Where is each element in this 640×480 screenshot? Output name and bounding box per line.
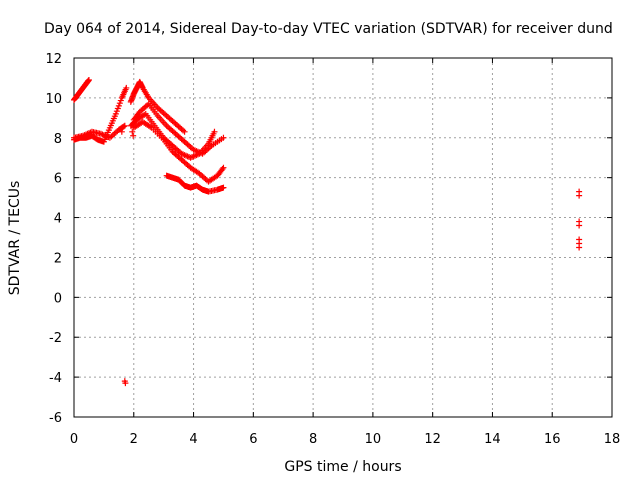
x-tick-label: 16 [544, 432, 561, 447]
data-point [116, 100, 123, 107]
x-tick-label: 8 [309, 432, 317, 447]
y-tick-label: 4 [54, 212, 62, 227]
data-point [119, 124, 126, 131]
data-point [117, 97, 124, 104]
data-point [120, 123, 127, 130]
data-point [129, 128, 136, 135]
data-point [211, 128, 218, 135]
series-track-g [130, 118, 227, 185]
data-point [114, 105, 121, 112]
data-point [220, 164, 227, 171]
chart-title: Day 064 of 2014, Sidereal Day-to-day VTE… [44, 21, 613, 37]
data-point [576, 244, 583, 251]
series-isolated [118, 124, 583, 387]
data-point [130, 132, 137, 139]
data-point [576, 192, 583, 199]
y-tick-label: 6 [54, 172, 62, 187]
y-tick-label: -2 [49, 331, 62, 346]
x-tick-label: 0 [70, 432, 78, 447]
x-tick-label: 10 [365, 432, 382, 447]
data-point [220, 184, 227, 191]
data-point [113, 108, 120, 115]
series-track-a [71, 76, 92, 103]
y-tick-label: 10 [45, 92, 62, 107]
y-tick-label: 12 [45, 52, 62, 67]
x-tick-label: 14 [484, 432, 501, 447]
data-point [122, 380, 129, 387]
plot-frame [73, 57, 613, 418]
y-tick-label: -6 [49, 411, 62, 426]
y-tick-label: 0 [54, 291, 62, 306]
data-point [115, 102, 122, 109]
data-markers [71, 76, 583, 387]
series-track-h [163, 172, 227, 195]
series-track-d [127, 78, 188, 135]
x-tick-label: 12 [424, 432, 441, 447]
x-axis-label: GPS time / hours [284, 459, 401, 475]
data-point [220, 134, 227, 141]
tick-labels: 0 2 4 6 8 10 12 14 16 18 -6 -4 -2 0 2 4 6 8 10 12 [45, 52, 620, 447]
x-tick-label: 6 [249, 432, 257, 447]
x-tick-label: 4 [189, 432, 197, 447]
y-tick-label: 8 [54, 132, 62, 147]
data-point [181, 128, 188, 135]
data-point [219, 166, 226, 173]
y-tick-label: 2 [54, 251, 62, 266]
x-tick-label: 18 [604, 432, 621, 447]
data-point [85, 76, 92, 83]
y-tick-label: -4 [49, 371, 62, 386]
data-point [123, 84, 130, 91]
y-axis-label: SDTVAR / TECUs [7, 181, 23, 296]
data-point [576, 222, 583, 229]
x-tick-label: 2 [130, 432, 138, 447]
data-point [112, 110, 119, 117]
